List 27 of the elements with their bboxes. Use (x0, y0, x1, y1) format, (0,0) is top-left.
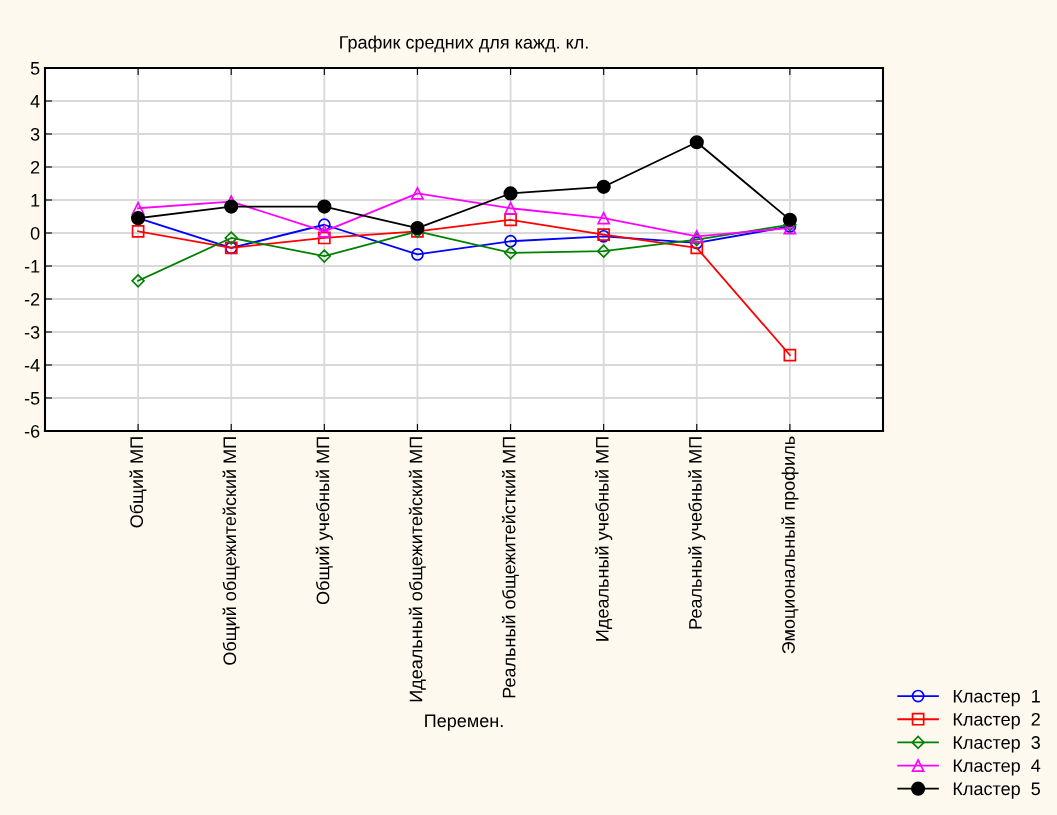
x-tick-label: Общий МП (129, 437, 147, 528)
x-tick-label: Идеальный общежитейский МП (408, 437, 426, 702)
x-tick-label: Реальный учебный МП (688, 437, 706, 629)
x-tick-label: Общий учебный МП (315, 437, 333, 605)
y-tick-label: -4 (24, 359, 40, 372)
y-tick-label: -6 (24, 424, 40, 438)
x-tick-label: Реальный общежитейсткий МП (501, 437, 519, 698)
x-tick-label: Идеальный учебный МП (595, 437, 613, 641)
y-tick-label: -3 (24, 325, 40, 339)
x-tick-label: Эмоциональный профиль (781, 436, 799, 654)
y-tick-label: -2 (24, 292, 40, 306)
y-tick-label: 0 (30, 226, 40, 240)
y-tick-label: 3 (30, 127, 40, 141)
chart-title: График средних для кажд. кл. (340, 35, 588, 53)
legend-label: Кластер 2 (953, 712, 1040, 730)
y-tick-label: -5 (24, 392, 40, 405)
y-tick-label: 5 (30, 62, 40, 75)
x-tick-label: Общий общежитейский МП (222, 437, 240, 665)
y-tick-label: 1 (31, 194, 40, 207)
y-tick-label: -1 (24, 260, 40, 273)
legend-label: Кластер 4 (953, 759, 1041, 776)
y-tick-label: 4 (30, 95, 40, 108)
legend-label: Кластер 1 (953, 689, 1040, 707)
y-tick-label: 2 (31, 160, 40, 174)
legend-label: Кластер 5 (953, 782, 1040, 799)
legend-label: Кластер 3 (953, 736, 1040, 753)
x-axis-title: Перемен. (425, 714, 503, 731)
